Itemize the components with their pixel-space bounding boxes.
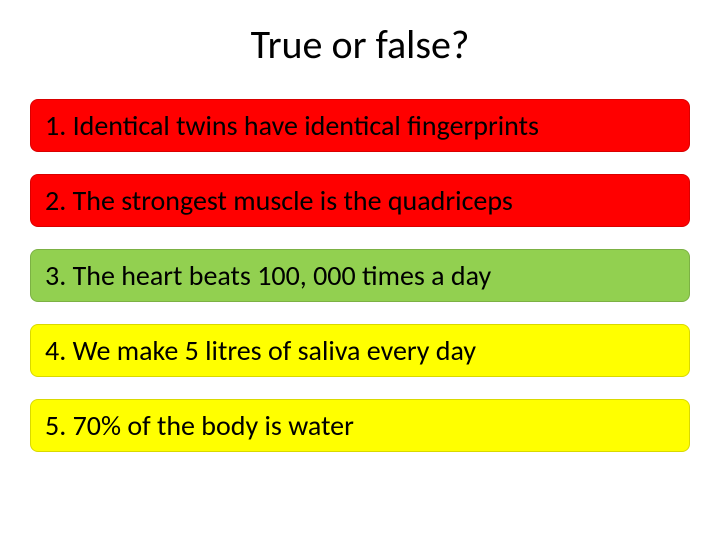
list-item: 5. 70% of the body is water [30, 399, 690, 452]
page-title: True or false? [30, 20, 690, 69]
list-item: 4. We make 5 litres of saliva every day [30, 324, 690, 377]
list-item: 1. Identical twins have identical finger… [30, 99, 690, 152]
items-list: 1. Identical twins have identical finger… [30, 99, 690, 452]
list-item: 2. The strongest muscle is the quadricep… [30, 174, 690, 227]
list-item: 3. The heart beats 100, 000 times a day [30, 249, 690, 302]
